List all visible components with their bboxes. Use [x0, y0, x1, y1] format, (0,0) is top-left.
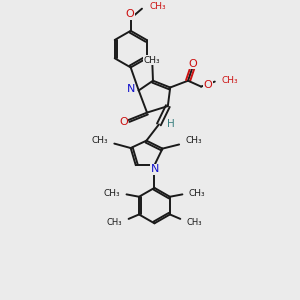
Text: CH₃: CH₃: [189, 189, 206, 198]
Text: N: N: [127, 84, 135, 94]
Text: O: O: [119, 117, 128, 127]
Text: CH₃: CH₃: [106, 218, 122, 227]
Text: O: O: [126, 9, 134, 19]
Text: CH₃: CH₃: [103, 189, 120, 198]
Text: CH₃: CH₃: [91, 136, 108, 145]
Text: H: H: [167, 119, 175, 129]
Text: N: N: [151, 164, 159, 174]
Text: CH₃: CH₃: [150, 2, 166, 11]
Text: CH₃: CH₃: [143, 56, 160, 65]
Text: CH₃: CH₃: [187, 218, 202, 227]
Text: O: O: [188, 59, 197, 69]
Text: O: O: [203, 80, 212, 90]
Text: CH₃: CH₃: [221, 76, 238, 85]
Text: CH₃: CH₃: [186, 136, 202, 146]
